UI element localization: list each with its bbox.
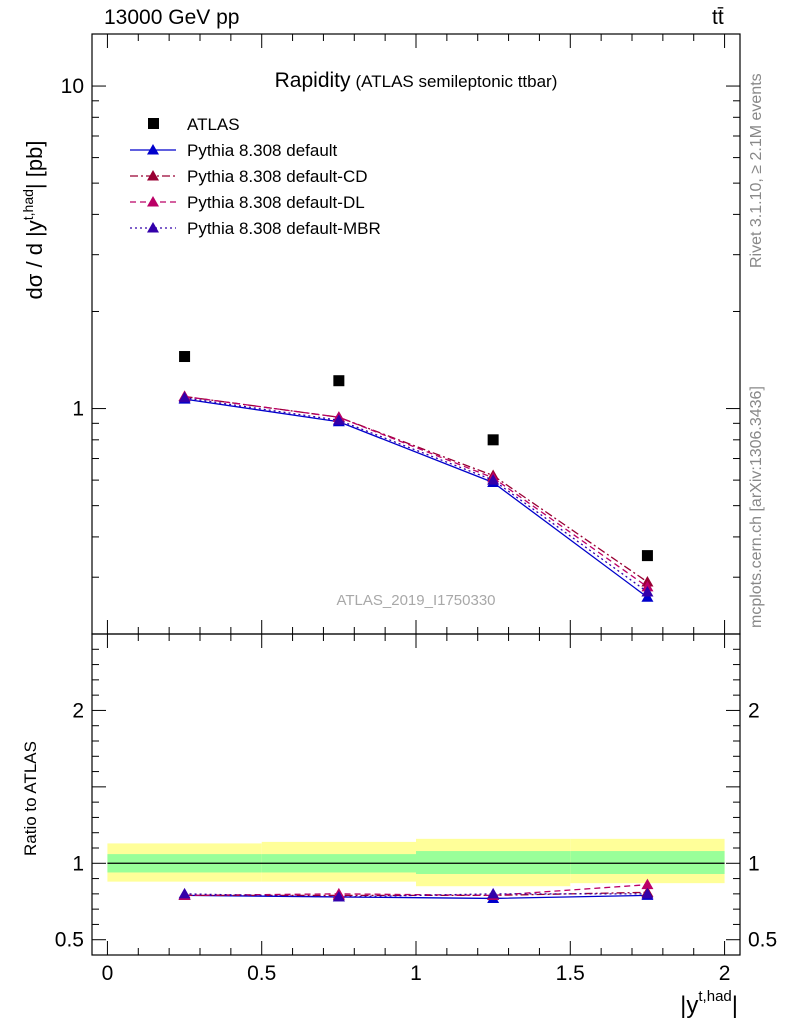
series-line-default bbox=[184, 398, 648, 598]
ratio-point-dl bbox=[641, 878, 654, 890]
series-line-dl bbox=[184, 395, 648, 588]
ylabel-sup: t,had bbox=[20, 189, 36, 220]
ratio-point-mbr bbox=[332, 890, 345, 902]
ylabel-main: dσ / d |y bbox=[22, 220, 47, 299]
data-point bbox=[333, 375, 345, 387]
ratio-line-dl bbox=[184, 884, 648, 897]
data-point bbox=[179, 351, 191, 363]
ratio-y-tick-label: 2 bbox=[72, 699, 84, 722]
legend-marker-data bbox=[148, 118, 159, 129]
ratio-y-tick-label: 0.5 bbox=[55, 929, 84, 952]
energy-label: 13000 GeV pp bbox=[104, 6, 240, 29]
ratio-y-tick-label-right: 1 bbox=[748, 852, 760, 875]
series-point-mbr bbox=[332, 414, 345, 425]
ylabel-tail: | [pb] bbox=[22, 141, 47, 190]
legend-marker-mbr bbox=[147, 222, 159, 233]
legend-label-dl: Pythia 8.308 default-DL bbox=[187, 193, 365, 212]
ratio-x-tick-label: 2 bbox=[719, 962, 731, 985]
xlabel-sup: t,had bbox=[698, 988, 731, 1005]
ratio-line-mbr bbox=[184, 893, 648, 898]
series-line-cd bbox=[184, 395, 648, 583]
main-y-tick-label: 1 bbox=[72, 398, 84, 421]
chart-subtitle: (ATLAS semileptonic ttbar) bbox=[356, 72, 558, 91]
ratio-y-tick-label-right: 0.5 bbox=[748, 929, 777, 952]
process-label: tt̄ bbox=[712, 6, 724, 29]
main-y-tick-label: 10 bbox=[61, 75, 84, 98]
chart-title-main: Rapidity bbox=[275, 69, 351, 92]
ratio-line-default bbox=[184, 894, 648, 900]
x-axis-label: |yt,had| bbox=[680, 988, 738, 1019]
chart-title: Rapidity (ATLAS semileptonic ttbar) bbox=[275, 69, 558, 92]
legend-label-default: Pythia 8.308 default bbox=[187, 141, 338, 160]
data-point bbox=[641, 550, 653, 562]
series-point-default bbox=[641, 591, 654, 602]
series-point-mbr bbox=[487, 474, 500, 485]
ratio-y-tick-label-right: 2 bbox=[748, 699, 760, 722]
uncertainty-band-inner bbox=[570, 851, 725, 874]
main-panel: 1 10 Rapidity (ATLAS semileptonic ttbar) ATL… bbox=[20, 33, 741, 635]
ratio-x-tick-label: 1.5 bbox=[556, 962, 585, 985]
legend-marker-dl bbox=[147, 196, 159, 207]
ratio-panel: 0.5 0.5 1 1 2 2 0 0.5 1 1.5 2 Ratio to ATLAS |yt,had… bbox=[21, 633, 777, 1019]
ratio-point-mbr bbox=[641, 887, 654, 899]
ratio-x-tick-label: 0 bbox=[102, 962, 114, 985]
ratio-x-tick-label: 1 bbox=[410, 962, 422, 985]
ratio-point-mbr bbox=[178, 887, 191, 899]
ratio-x-tick-label: 0.5 bbox=[247, 962, 276, 985]
legend-marker-cd bbox=[147, 170, 159, 181]
series-line-mbr bbox=[184, 397, 648, 593]
ratio-y-axis-label: Ratio to ATLAS bbox=[21, 741, 40, 856]
data-point bbox=[487, 434, 499, 446]
main-y-axis-label: dσ / d |yt,had| [pb] bbox=[20, 141, 47, 300]
ratio-y-tick-label: 1 bbox=[72, 852, 84, 875]
legend-label-mbr: Pythia 8.308 default-MBR bbox=[187, 219, 381, 238]
ratio-frame bbox=[91, 633, 741, 956]
legend-label-data: ATLAS bbox=[187, 115, 240, 134]
ratio-point-mbr bbox=[487, 887, 500, 899]
xlabel-main: |y bbox=[680, 992, 698, 1019]
legend-label-cd: Pythia 8.308 default-CD bbox=[187, 167, 368, 186]
series-point-mbr bbox=[641, 585, 654, 597]
uncertainty-band-inner bbox=[416, 851, 571, 874]
series-point-mbr bbox=[178, 391, 191, 403]
legend-marker-default bbox=[147, 144, 159, 155]
xlabel-tail: | bbox=[732, 992, 738, 1019]
analysis-watermark: ATLAS_2019_I1750330 bbox=[336, 592, 495, 609]
